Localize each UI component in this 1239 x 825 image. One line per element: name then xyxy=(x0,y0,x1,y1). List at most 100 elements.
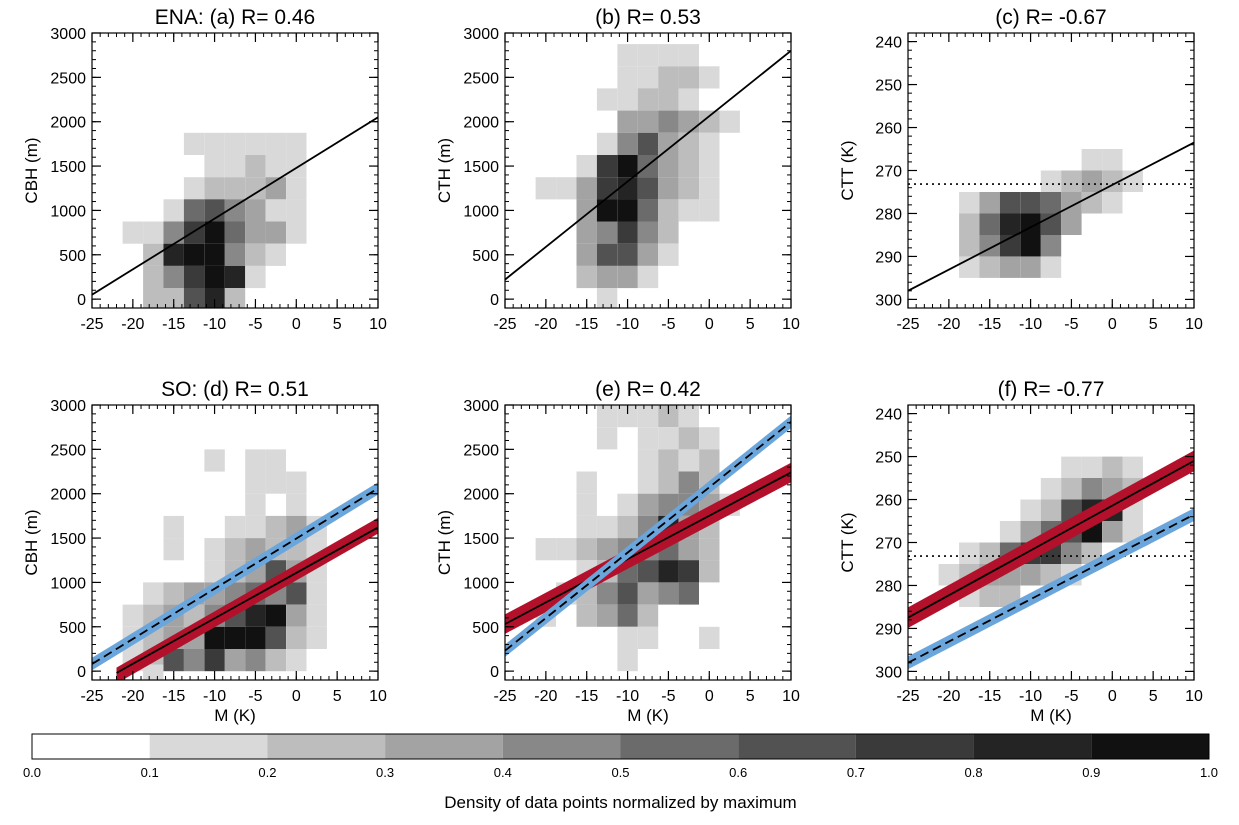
heatmap-cell xyxy=(678,427,699,450)
heatmap-cell xyxy=(286,199,307,222)
heatmap-cell xyxy=(658,88,679,111)
y-tick-label: 300 xyxy=(875,664,902,681)
y-tick-label: 1000 xyxy=(463,203,499,220)
heatmap-cell xyxy=(1122,170,1143,192)
x-tick-label: -15 xyxy=(575,316,598,333)
heatmap-cell xyxy=(596,604,618,627)
heatmap-cell xyxy=(617,604,638,627)
heatmap-cell xyxy=(576,265,597,289)
heatmap-cell xyxy=(1040,170,1062,192)
heatmap-cell xyxy=(183,243,205,266)
heatmap-cell xyxy=(556,538,577,561)
y-tick-label: 2000 xyxy=(50,487,86,504)
y-tick-label: 290 xyxy=(875,621,902,638)
heatmap-cell xyxy=(658,427,679,450)
heatmap-cell xyxy=(637,221,659,244)
panel-a: -25 -20 -15 -10 -5 0 5 10 0 500 1000 1500 2000 2500 30… xyxy=(22,6,387,333)
heatmap-cell xyxy=(576,243,597,266)
y-tick-label: 2500 xyxy=(50,70,86,87)
heatmap-cell xyxy=(658,471,679,494)
heatmap-cell xyxy=(204,649,225,672)
heatmap-cell xyxy=(617,626,638,649)
heatmap-cell xyxy=(637,427,659,450)
heatmap-cell xyxy=(224,649,246,672)
y-tick-label: 2000 xyxy=(463,487,499,504)
heatmap-cell xyxy=(265,155,286,178)
fit-line xyxy=(908,460,1194,619)
x-tick-label: -20 xyxy=(937,688,960,705)
heatmap-cell xyxy=(143,288,164,308)
heatmap-cell xyxy=(224,288,246,308)
heatmap-cell xyxy=(183,288,205,308)
panel-title: (c) R= -0.67 xyxy=(995,6,1106,29)
colorbar-tick-label: 0.0 xyxy=(23,765,41,780)
heatmap-cell xyxy=(637,66,659,89)
heatmap-cell xyxy=(204,177,225,200)
heatmap-cell xyxy=(163,221,184,244)
heatmap-cell xyxy=(596,132,618,155)
heatmap-cell xyxy=(183,649,205,672)
heatmap-cell xyxy=(204,265,225,289)
x-tick-label: -20 xyxy=(121,316,144,333)
panel-title: SO: (d) R= 0.51 xyxy=(161,378,309,401)
heatmap-cell xyxy=(596,221,618,244)
heatmap-cell xyxy=(286,493,307,516)
heatmap-cell xyxy=(1020,256,1041,278)
y-tick-label: 240 xyxy=(875,35,902,52)
heatmap-cell xyxy=(245,449,266,472)
heatmap-cell xyxy=(1122,456,1143,479)
heatmap-cell xyxy=(122,221,143,244)
x-tick-label: 0 xyxy=(1108,688,1117,705)
heatmap-cell xyxy=(637,604,659,627)
colorbar-tick-label: 0.6 xyxy=(729,765,747,780)
heatmap-cell xyxy=(699,626,720,649)
heatmap-cell xyxy=(678,560,699,583)
heatmap-cell xyxy=(658,405,679,428)
heatmap-cell xyxy=(224,626,246,649)
heatmap-cell xyxy=(678,88,699,111)
x-tick-label: -25 xyxy=(80,688,103,705)
heatmap-cell xyxy=(576,538,597,561)
fit-line xyxy=(116,526,378,674)
heatmap-cell xyxy=(1081,478,1102,500)
y-tick-label: 1000 xyxy=(463,575,499,592)
heatmap-cell xyxy=(617,265,638,289)
y-tick-label: 270 xyxy=(875,164,902,181)
colorbar-tick-label: 1.0 xyxy=(1200,765,1218,780)
heatmap-cell xyxy=(184,310,204,332)
heatmap-cell xyxy=(122,604,143,627)
heatmap-cell xyxy=(1081,456,1102,479)
plot-area xyxy=(908,141,1194,292)
heatmap-cell xyxy=(999,192,1021,214)
heatmap-cell xyxy=(286,604,307,627)
x-tick-label: -5 xyxy=(661,316,675,333)
heatmap-cell xyxy=(678,449,699,472)
colorbar-swatch xyxy=(973,734,1092,759)
heatmap-cell xyxy=(617,66,638,89)
heatmap-cell xyxy=(617,44,638,67)
x-tick-label: -10 xyxy=(203,688,226,705)
heatmap-cell xyxy=(596,582,618,605)
heatmap-cell xyxy=(699,155,720,178)
heatmap-cell xyxy=(306,582,327,605)
plot-area xyxy=(908,450,1194,670)
x-tick-label: -10 xyxy=(616,316,639,333)
fit-line xyxy=(908,513,1194,664)
heatmap-cell xyxy=(1081,170,1102,192)
x-tick-label: 0 xyxy=(292,688,301,705)
heatmap-cell xyxy=(1040,256,1062,278)
heatmap-cell xyxy=(265,471,286,494)
heatmap-cell xyxy=(699,110,720,133)
heatmap-cell xyxy=(224,199,246,222)
panel-frame xyxy=(91,404,379,681)
colorbar-tick-label: 0.3 xyxy=(376,765,394,780)
x-tick-label: -25 xyxy=(896,688,919,705)
panel-frame xyxy=(504,404,792,681)
panel-d: -25 -20 -15 -10 -5 0 5 10 0 500 1000 1500 2000 2500 30… xyxy=(22,378,387,725)
fit-line xyxy=(505,50,791,281)
heatmap-cell xyxy=(1040,235,1062,257)
heatmap-cell xyxy=(163,288,184,308)
x-tick-label: -25 xyxy=(80,316,103,333)
x-tick-label: 10 xyxy=(782,688,800,705)
y-tick-label: 250 xyxy=(875,450,902,467)
